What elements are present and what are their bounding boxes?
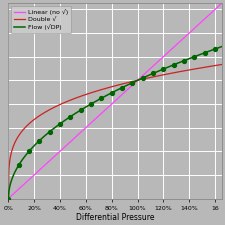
Linear (no √) — [122, 92, 125, 94]
Double √ — [110, 86, 112, 88]
Legend: Linear (no √), Double √, Flow (√DP): Linear (no √), Double √, Flow (√DP) — [11, 6, 71, 33]
Flow (√DP) — [182, 60, 184, 62]
Linear (no √) — [108, 105, 111, 107]
Double √ — [215, 64, 218, 67]
Flow (√DP) — [220, 45, 223, 48]
Linear (no √) — [7, 197, 10, 200]
Double √ — [122, 82, 125, 85]
Flow (√DP) — [7, 197, 10, 200]
Line: Double √: Double √ — [8, 65, 222, 198]
Linear (no √) — [134, 81, 137, 84]
Flow (√DP) — [215, 47, 218, 50]
Double √ — [134, 79, 137, 82]
Double √ — [220, 63, 223, 66]
Linear (no √) — [110, 103, 112, 106]
Line: Flow (√DP): Flow (√DP) — [8, 47, 222, 198]
Flow (√DP) — [110, 92, 112, 94]
Linear (no √) — [182, 37, 184, 40]
Double √ — [182, 70, 184, 72]
Flow (√DP) — [108, 92, 111, 95]
Flow (√DP) — [122, 86, 125, 88]
Line: Linear (no √): Linear (no √) — [8, 3, 222, 198]
Double √ — [108, 86, 111, 89]
Linear (no √) — [215, 7, 218, 9]
X-axis label: Differential Pressure: Differential Pressure — [76, 213, 154, 222]
Double √ — [7, 197, 10, 200]
Flow (√DP) — [134, 80, 137, 83]
Linear (no √) — [220, 2, 223, 5]
